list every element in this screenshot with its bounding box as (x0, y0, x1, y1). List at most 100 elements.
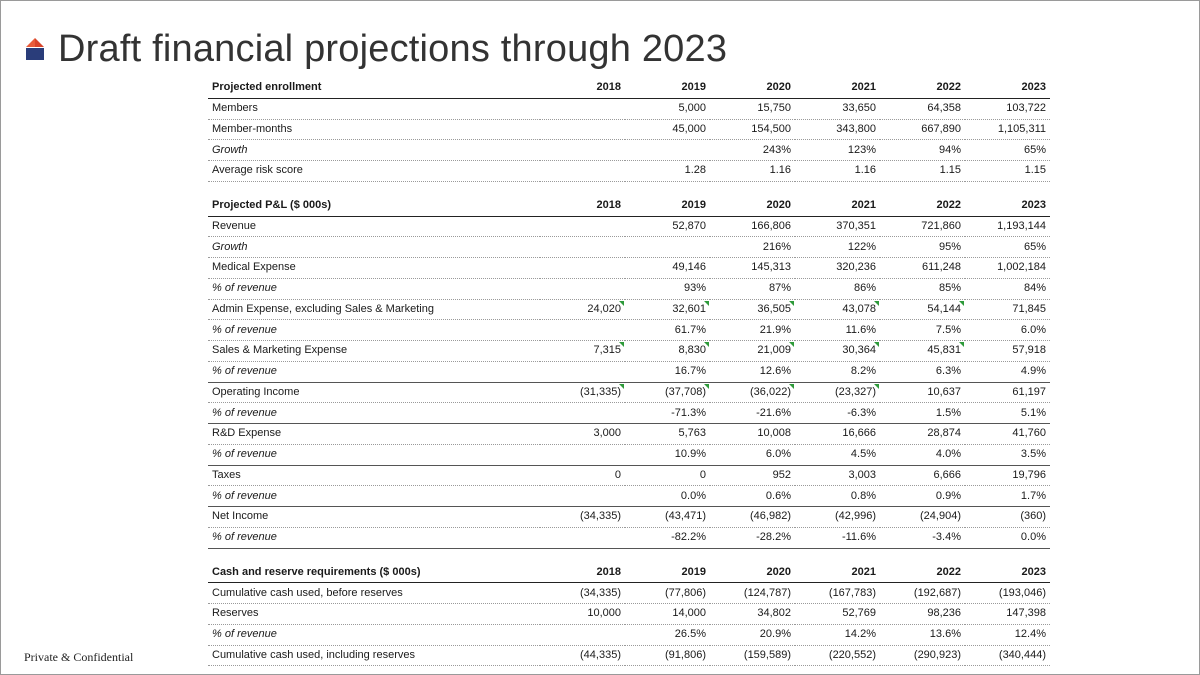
value-cell: 0.8% (795, 485, 880, 507)
value-cell: 71,845 (965, 299, 1050, 321)
value-cell: 343,800 (795, 119, 880, 141)
value-cell: 32,601 (625, 299, 710, 321)
value-cell: (290,923) (880, 645, 965, 667)
value-cell: 57,918 (965, 340, 1050, 362)
row-label: Member-months (208, 119, 540, 141)
table-row: % of revenue 61.7% 21.9% 11.6% 7.5% 6.0% (208, 319, 1050, 341)
value-cell (540, 98, 625, 120)
value-cell: 145,313 (710, 257, 795, 279)
value-cell: 10,008 (710, 423, 795, 445)
value-cell: 10.9% (625, 444, 710, 466)
row-label: % of revenue (208, 527, 540, 549)
year-header: 2019 (625, 195, 710, 217)
row-label: Growth (208, 139, 540, 161)
value-cell: 43,078 (795, 299, 880, 321)
year-header: 2019 (625, 78, 710, 99)
value-cell: 49,146 (625, 257, 710, 279)
value-cell: (193,046) (965, 582, 1050, 604)
value-cell: -11.6% (795, 527, 880, 549)
value-cell: 6,666 (880, 465, 965, 487)
table-row: Medical Expense 49,146 145,313 320,236 611,2… (208, 257, 1050, 279)
year-header: 2022 (880, 195, 965, 217)
value-cell: 7,315 (540, 340, 625, 362)
row-label: Net Income (208, 506, 540, 528)
value-cell: 611,248 (880, 257, 965, 279)
value-cell: 721,860 (880, 216, 965, 238)
year-header: 2022 (880, 562, 965, 584)
year-header: 2023 (965, 195, 1050, 217)
value-cell: 6.0% (965, 319, 1050, 341)
value-cell: 86% (795, 278, 880, 300)
value-cell: 21,009 (710, 340, 795, 362)
value-cell: 0.9% (880, 485, 965, 507)
value-cell: 0 (540, 465, 625, 487)
table-row: Members 5,000 15,750 33,650 64,358 103,722 (208, 98, 1050, 120)
value-cell (625, 139, 710, 161)
value-cell: 52,870 (625, 216, 710, 238)
value-cell (540, 236, 625, 258)
value-cell: 0.0% (965, 527, 1050, 549)
value-cell: (159,589) (710, 645, 795, 667)
value-cell: 34,802 (710, 603, 795, 625)
value-cell: (124,787) (710, 582, 795, 604)
value-cell: 45,000 (625, 119, 710, 141)
value-cell: 26.5% (625, 624, 710, 646)
year-header: 2018 (540, 562, 625, 584)
value-cell: (220,552) (795, 645, 880, 667)
table-row: % of revenue -71.3% -21.6% -6.3% 1.5% 5.1% (208, 402, 1050, 424)
value-cell: 154,500 (710, 119, 795, 141)
value-cell (540, 160, 625, 182)
year-header: 2018 (540, 78, 625, 99)
value-cell: 147,398 (965, 603, 1050, 625)
value-cell: 0.6% (710, 485, 795, 507)
value-cell: 16.7% (625, 361, 710, 383)
value-cell: 667,890 (880, 119, 965, 141)
value-cell: 0.0% (625, 485, 710, 507)
table-row: % of revenue -82.2% -28.2% -11.6% -3.4% 0.0% (208, 527, 1050, 549)
table-row: Cumulative cash used, before reserves (34… (208, 582, 1050, 604)
value-cell: -71.3% (625, 402, 710, 424)
value-cell: 8.2% (795, 361, 880, 383)
value-cell: 19,796 (965, 465, 1050, 487)
value-cell: 5,000 (625, 98, 710, 120)
company-logo-icon (24, 37, 46, 61)
value-cell: 123% (795, 139, 880, 161)
table-row: Admin Expense, excluding Sales & Marketi… (208, 299, 1050, 321)
value-cell: 4.9% (965, 361, 1050, 383)
section-header-row: Cash and reserve requirements ($ 000s) 20… (208, 562, 1050, 584)
value-cell: 16,666 (795, 423, 880, 445)
value-cell: -3.4% (880, 527, 965, 549)
value-cell: 1.7% (965, 485, 1050, 507)
value-cell: 61,197 (965, 382, 1050, 404)
projections-table: Projected enrollment 2018 2019 2020 2021 2022… (208, 78, 1050, 667)
value-cell: 0 (625, 465, 710, 487)
value-cell: 3,003 (795, 465, 880, 487)
year-header: 2022 (880, 78, 965, 99)
value-cell: (77,806) (625, 582, 710, 604)
value-cell: (44,335) (540, 645, 625, 667)
value-cell: 7.5% (880, 319, 965, 341)
value-cell: (43,471) (625, 506, 710, 528)
confidential-footer: Private & Confidential (24, 650, 134, 664)
row-label: R&D Expense (208, 423, 540, 445)
value-cell (540, 216, 625, 238)
value-cell: (34,335) (540, 506, 625, 528)
value-cell: (23,327) (795, 382, 880, 404)
value-cell (540, 527, 625, 549)
row-label: % of revenue (208, 319, 540, 341)
value-cell: 10,637 (880, 382, 965, 404)
value-cell: 370,351 (795, 216, 880, 238)
value-cell: 1,193,144 (965, 216, 1050, 238)
value-cell: 65% (965, 139, 1050, 161)
value-cell: (340,444) (965, 645, 1050, 667)
year-header: 2021 (795, 562, 880, 584)
section-spacer (208, 181, 1050, 196)
year-header: 2021 (795, 78, 880, 99)
value-cell (540, 257, 625, 279)
row-label: Cumulative cash used, including reserves (208, 645, 540, 667)
value-cell: 166,806 (710, 216, 795, 238)
year-header: 2018 (540, 195, 625, 217)
value-cell: 14,000 (625, 603, 710, 625)
value-cell: 1.5% (880, 402, 965, 424)
value-cell: 84% (965, 278, 1050, 300)
